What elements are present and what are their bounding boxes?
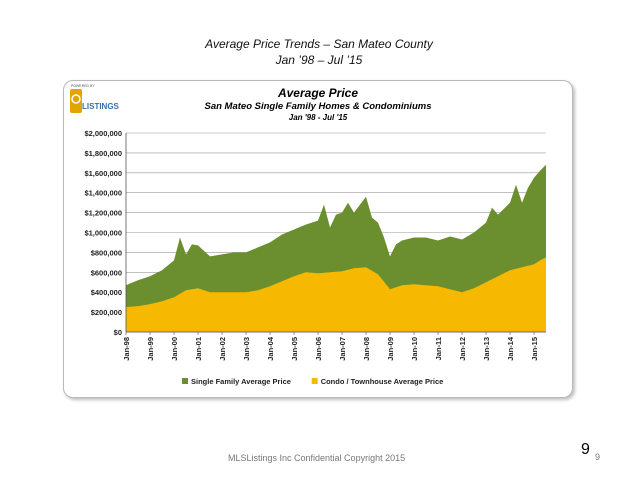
x-tick-label: Jan-11 (434, 337, 443, 360)
slide-subtitle: Jan ’98 – Jul ’15 (275, 53, 363, 67)
chart-title: Average Price (277, 86, 358, 100)
legend-label-0: Single Family Average Price (191, 377, 291, 386)
chart-subtitle: San Mateo Single Family Homes & Condomin… (205, 101, 432, 112)
slide-title: Average Price Trends – San Mateo County (205, 37, 433, 51)
chart-subtitle-range: Jan '98 - Jul '15 (289, 113, 348, 122)
y-tick-label: $1,000,000 (84, 229, 122, 238)
mlslistings-logo: POWERED BY LISTINGS (70, 84, 120, 113)
legend-swatch-0 (182, 378, 188, 384)
legend: Single Family Average Price Condo / Townh… (182, 377, 443, 386)
y-tick-label: $1,200,000 (84, 209, 122, 218)
y-tick-label: $0 (114, 328, 122, 337)
y-tick-label: $200,000 (91, 308, 122, 317)
footer-copyright: MLSListings Inc Confidential Copyright 2… (228, 453, 406, 463)
x-tick-label: Jan-00 (170, 337, 179, 361)
x-tick-label: Jan-10 (410, 337, 419, 361)
x-tick-label: Jan-14 (506, 336, 515, 361)
y-tick-label: $600,000 (91, 268, 122, 277)
y-tick-label: $400,000 (91, 288, 122, 297)
y-tick-label: $1,800,000 (84, 149, 122, 158)
x-tick-label: Jan-07 (338, 337, 347, 361)
x-tick-label: Jan-04 (266, 336, 275, 361)
page-number-large: 9 (581, 441, 590, 458)
y-tick-label: $1,600,000 (84, 169, 122, 178)
y-tick-label: $1,400,000 (84, 189, 122, 198)
y-tick-label: $800,000 (91, 248, 122, 257)
x-axis: Jan-98 Jan-99 Jan-00 Jan-01 Jan-02 Jan-03 Jan-… (122, 331, 546, 361)
page-number-small: 9 (595, 452, 601, 462)
x-tick-label: Jan-05 (290, 337, 299, 361)
x-tick-label: Jan-12 (458, 337, 467, 361)
logo-magnifier-icon (71, 94, 81, 104)
x-tick-label: Jan-98 (122, 337, 131, 361)
logo-mark (70, 89, 82, 113)
area-series-1 (126, 257, 546, 332)
price-trend-chart: POWERED BY LISTINGS Average Price San Ma… (70, 84, 546, 386)
logo-text: LISTINGS (82, 102, 120, 111)
x-tick-label: Jan-03 (242, 337, 251, 361)
legend-swatch-1 (311, 378, 318, 384)
logo-small-text: POWERED BY (71, 84, 95, 88)
x-tick-label: Jan-15 (530, 337, 539, 361)
x-tick-label: Jan-13 (482, 337, 491, 361)
x-tick-label: Jan-08 (362, 337, 371, 361)
x-tick-label: Jan-09 (386, 337, 395, 361)
x-tick-label: Jan-02 (218, 337, 227, 361)
chart-panel: POWERED BY LISTINGS Average Price San Ma… (63, 80, 573, 398)
x-tick-label: Jan-01 (194, 337, 203, 361)
x-tick-label: Jan-06 (314, 337, 323, 361)
y-axis: $0 $200,000 $400,000 $600,000 $800,000 $1,000… (84, 129, 127, 337)
y-tick-label: $2,000,000 (84, 129, 122, 138)
plot-areas (126, 164, 546, 332)
x-tick-label: Jan-99 (146, 337, 155, 361)
legend-label-1: Condo / Townhouse Average Price (321, 377, 444, 386)
